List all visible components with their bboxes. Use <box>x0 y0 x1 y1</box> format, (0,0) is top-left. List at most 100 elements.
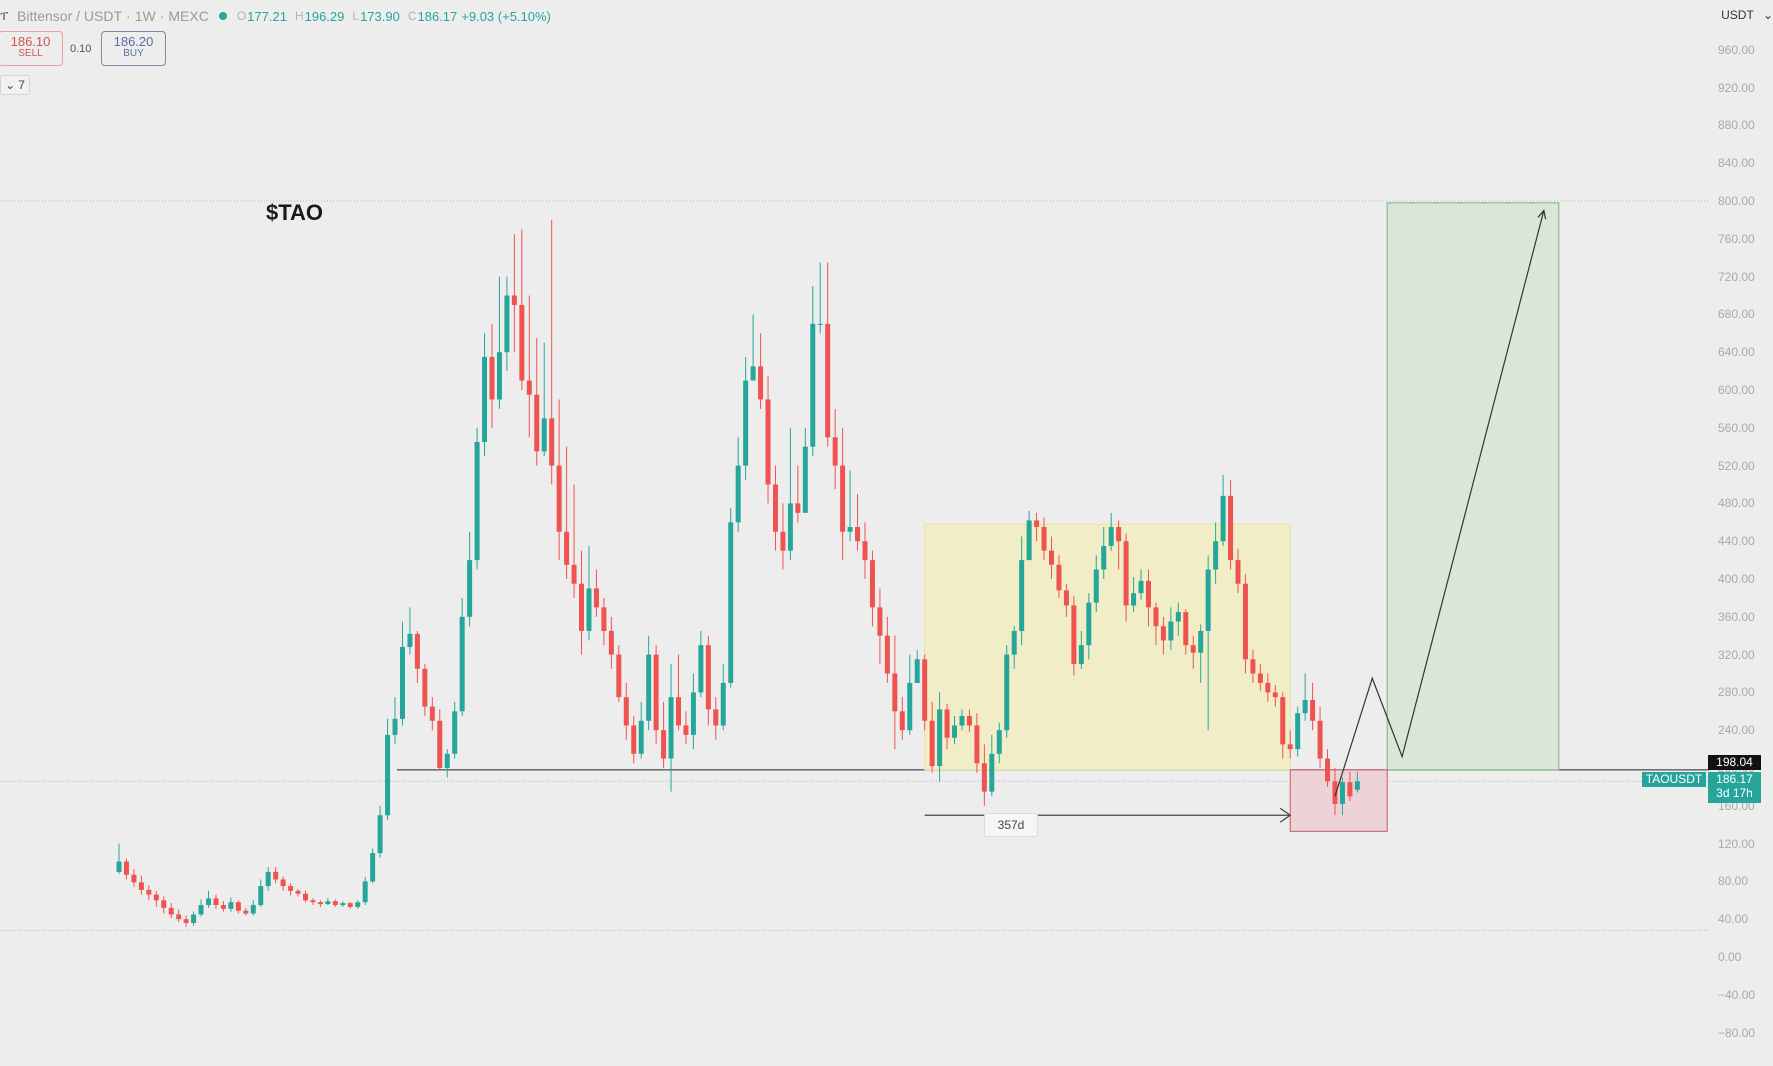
candle[interactable] <box>1257 664 1263 691</box>
candle[interactable] <box>556 399 562 561</box>
candle[interactable] <box>1168 607 1174 650</box>
candle[interactable] <box>937 692 943 783</box>
candle[interactable] <box>877 588 883 665</box>
candle[interactable] <box>250 900 256 916</box>
candle[interactable] <box>362 876 368 906</box>
candle[interactable] <box>310 898 316 906</box>
candle[interactable] <box>1131 577 1137 613</box>
candle[interactable] <box>705 635 711 726</box>
candle[interactable] <box>892 635 898 750</box>
candle[interactable] <box>623 682 629 740</box>
candle[interactable] <box>631 716 637 764</box>
candle[interactable] <box>295 888 301 897</box>
candle[interactable] <box>944 703 950 750</box>
candle[interactable] <box>399 621 405 726</box>
symbol-header[interactable]: ፐ Bittensor / USDT · 1W · MEXC O 177.21 H… <box>0 6 551 26</box>
candle[interactable] <box>1078 630 1084 669</box>
symbol-name[interactable]: Bittensor / USDT <box>17 8 123 24</box>
candle[interactable] <box>817 262 823 334</box>
candle[interactable] <box>1086 593 1092 660</box>
candle[interactable] <box>534 338 540 466</box>
candle[interactable] <box>258 879 264 907</box>
candle[interactable] <box>1145 569 1151 627</box>
candle[interactable] <box>616 645 622 702</box>
candle[interactable] <box>385 718 391 820</box>
target-zone-box[interactable] <box>1386 202 1560 771</box>
candle[interactable] <box>802 427 808 513</box>
candle[interactable] <box>1220 475 1226 546</box>
candle[interactable] <box>549 219 555 485</box>
candle[interactable] <box>601 597 607 646</box>
candle[interactable] <box>899 697 905 740</box>
candle[interactable] <box>1265 673 1271 702</box>
candle[interactable] <box>884 616 890 683</box>
candle[interactable] <box>1198 624 1204 683</box>
candle[interactable] <box>303 890 308 903</box>
candle[interactable] <box>407 607 413 655</box>
candle[interactable] <box>810 286 816 457</box>
candle[interactable] <box>541 342 547 457</box>
candle[interactable] <box>772 465 778 551</box>
candle[interactable] <box>1011 626 1017 669</box>
candle[interactable] <box>1160 616 1166 655</box>
candle[interactable] <box>377 805 383 858</box>
candle[interactable] <box>116 843 122 874</box>
candle[interactable] <box>504 276 510 372</box>
candle[interactable] <box>1317 706 1323 768</box>
candle[interactable] <box>1280 692 1286 759</box>
candle[interactable] <box>661 701 667 768</box>
candle[interactable] <box>168 903 174 919</box>
candle[interactable] <box>452 701 458 759</box>
candle[interactable] <box>1183 609 1189 655</box>
projection-path[interactable] <box>1334 210 1545 797</box>
candle[interactable] <box>496 276 502 409</box>
candle[interactable] <box>220 901 226 912</box>
candle[interactable] <box>653 645 659 745</box>
candle[interactable] <box>847 470 853 542</box>
candle[interactable] <box>646 635 652 731</box>
candle[interactable] <box>243 907 249 916</box>
candle[interactable] <box>1325 749 1331 787</box>
candle[interactable] <box>959 709 965 731</box>
candle[interactable] <box>922 654 928 731</box>
candle[interactable] <box>1295 706 1301 757</box>
candle[interactable] <box>1272 684 1278 707</box>
candle[interactable] <box>176 909 182 923</box>
candle[interactable] <box>1242 574 1248 674</box>
candle[interactable] <box>183 915 189 927</box>
candle[interactable] <box>840 427 846 561</box>
candle[interactable] <box>161 896 167 914</box>
candle[interactable] <box>191 911 197 926</box>
candle[interactable] <box>765 375 771 504</box>
candle[interactable] <box>914 649 920 683</box>
candle[interactable] <box>668 664 674 792</box>
candle[interactable] <box>586 545 592 641</box>
candle[interactable] <box>1153 602 1159 646</box>
candle[interactable] <box>862 522 868 579</box>
candle[interactable] <box>1093 555 1099 613</box>
candle[interactable] <box>444 749 450 778</box>
candle[interactable] <box>579 550 585 655</box>
candle[interactable] <box>1108 512 1114 551</box>
candle[interactable] <box>1250 649 1256 683</box>
candle[interactable] <box>1123 533 1129 622</box>
candle[interactable] <box>511 234 517 353</box>
candle[interactable] <box>690 673 696 750</box>
candle[interactable] <box>288 883 294 896</box>
candle[interactable] <box>743 356 749 480</box>
candle[interactable] <box>698 630 704 698</box>
sell-button[interactable]: 186.10 SELL <box>0 31 63 66</box>
candle[interactable] <box>1190 635 1196 669</box>
candle[interactable] <box>869 550 875 627</box>
candle[interactable] <box>1205 555 1211 731</box>
candle[interactable] <box>422 664 428 717</box>
candle[interactable] <box>392 697 398 745</box>
candle[interactable] <box>1228 479 1234 570</box>
candle[interactable] <box>720 664 726 731</box>
candle[interactable] <box>1339 777 1345 816</box>
candle[interactable] <box>787 427 793 561</box>
candle[interactable] <box>735 437 741 532</box>
currency-selector[interactable]: USDT ⌄ <box>1721 8 1773 22</box>
candle[interactable] <box>907 654 913 735</box>
